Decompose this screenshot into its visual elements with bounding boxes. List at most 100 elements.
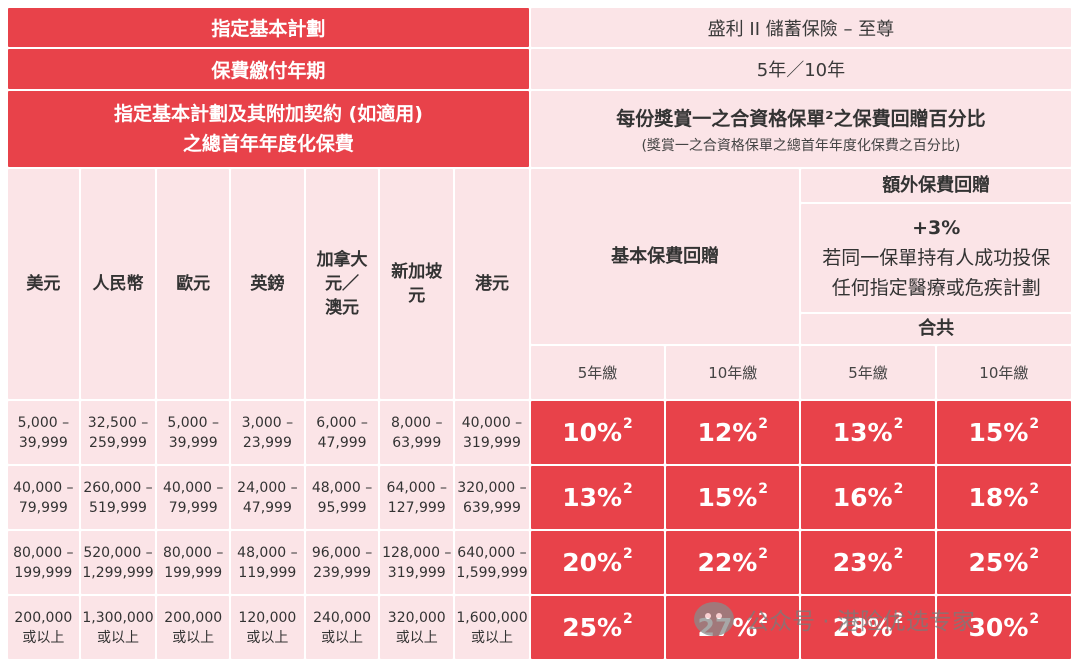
range-cell: 320,000 – 639,999 <box>455 466 529 529</box>
range-cell: 240,000 或以上 <box>305 596 379 659</box>
footnote-marker: 2 <box>758 480 769 497</box>
footnote-marker: 2 <box>623 545 633 562</box>
table-row: 40,000 – 79,999 260,000 – 519,999 40,000… <box>8 466 1071 529</box>
rate-value: 13% <box>832 418 893 447</box>
rate-value: 15% <box>697 483 758 512</box>
range-cell: 640,000 – 1,599,999 <box>455 531 529 594</box>
rate-cell: 25%2 <box>530 596 665 659</box>
footnote-marker: 2 <box>623 610 633 627</box>
table-row: 200,000 或以上 1,300,000 或以上 200,000 或以上 12… <box>8 596 1071 659</box>
wechat-icon <box>694 602 734 636</box>
year-label-total-10: 10年繳 <box>936 346 1071 399</box>
rebate-title: 每份獎賞一之合資格保單²之保費回贈百分比 <box>616 107 986 130</box>
footnote-marker: 2 <box>1029 415 1040 432</box>
premium-label: 指定基本計劃及其附加契約 (如適用) 之總首年年度化保費 <box>8 91 529 167</box>
range-cell: 1,300,000 或以上 <box>80 596 156 659</box>
range-cell: 260,000 – 519,999 <box>80 466 156 529</box>
rate-value: 25% <box>562 613 623 642</box>
currency-cad-aud: 加拿大 元／ 澳元 <box>305 169 379 399</box>
rate-value: 25% <box>968 548 1029 577</box>
rate-cell: 15%2 <box>936 401 1071 464</box>
rate-cell: 16%2 <box>801 466 935 529</box>
rate-cell: 15%2 <box>666 466 800 529</box>
range-cell: 96,000 – 239,999 <box>305 531 379 594</box>
rate-value: 15% <box>968 418 1029 447</box>
range-cell: 5,000 – 39,999 <box>8 401 79 464</box>
rate-value: 13% <box>562 483 623 512</box>
rebate-title-cell: 每份獎賞一之合資格保單²之保費回贈百分比 (獎賞一之合資格保單之總首年年度化保費… <box>530 91 1071 167</box>
rate-cell: 20%2 <box>530 531 665 594</box>
range-cell: 80,000 – 199,999 <box>8 531 79 594</box>
basic-rebate-header: 基本保費回贈 <box>530 169 800 344</box>
rate-cell: 10%2 <box>530 401 665 464</box>
range-cell: 520,000 – 1,299,999 <box>80 531 156 594</box>
range-cell: 1,600,000 或以上 <box>455 596 529 659</box>
extra-rebate-header: 額外保費回贈 <box>801 169 1071 202</box>
footnote-marker: 2 <box>623 480 633 497</box>
range-cell: 8,000 – 63,999 <box>380 401 454 464</box>
range-cell: 6,000 – 47,999 <box>305 401 379 464</box>
premium-label-line1: 指定基本計劃及其附加契約 (如適用) <box>113 103 423 125</box>
currency-hkd: 港元 <box>455 169 529 399</box>
footnote-marker: 2 <box>623 415 633 432</box>
footnote-marker: 2 <box>893 610 904 627</box>
range-cell: 24,000 – 47,999 <box>231 466 304 529</box>
range-cell: 320,000 或以上 <box>380 596 454 659</box>
range-cell: 5,000 – 39,999 <box>157 401 230 464</box>
rate-value: 18% <box>968 483 1029 512</box>
term-label: 保費繳付年期 <box>8 49 529 89</box>
footnote-marker: 2 <box>1029 610 1040 627</box>
footnote-marker: 2 <box>893 545 904 562</box>
rate-value: 23% <box>832 548 893 577</box>
rate-value: 16% <box>832 483 893 512</box>
footnote-marker: 2 <box>1029 480 1040 497</box>
currency-usd: 美元 <box>8 169 79 399</box>
rate-value: 20% <box>562 548 623 577</box>
range-cell: 120,000 或以上 <box>231 596 304 659</box>
rate-cell: 23%2 <box>801 531 935 594</box>
rate-value: 30% <box>968 613 1029 642</box>
currency-sgd: 新加坡 元 <box>380 169 454 399</box>
plan-value: 盛利 II 儲蓄保險 – 至尊 <box>530 8 1071 47</box>
extra-rebate-desc-line2: 任何指定醫療或危疾計劃 <box>831 277 1041 299</box>
footnote-marker: 2 <box>893 415 904 432</box>
range-cell: 80,000 – 199,999 <box>157 531 230 594</box>
rate-cell: 27%2 <box>666 596 800 659</box>
plan-label: 指定基本計劃 <box>8 8 529 47</box>
footnote-marker: 2 <box>893 480 904 497</box>
footnote-marker: 2 <box>758 415 769 432</box>
rate-value: 10% <box>562 418 623 447</box>
table-row: 5,000 – 39,999 32,500 – 259,999 5,000 – … <box>8 401 1071 464</box>
range-cell: 40,000 – 79,999 <box>8 466 79 529</box>
year-label-basic-5: 5年繳 <box>530 346 665 399</box>
total-header: 合共 <box>801 314 1071 344</box>
currency-gbp: 英鎊 <box>231 169 304 399</box>
rate-value: 12% <box>697 418 758 447</box>
rate-value: 22% <box>697 548 758 577</box>
table-row: 80,000 – 199,999 520,000 – 1,299,999 80,… <box>8 531 1071 594</box>
rebate-subtitle: (獎賞一之合資格保單之總首年年度化保費之百分比) <box>641 137 961 154</box>
rate-cell: 13%2 <box>530 466 665 529</box>
rate-cell: 18%2 <box>936 466 1071 529</box>
rate-cell: 25%2 <box>936 531 1071 594</box>
range-cell: 64,000 – 127,999 <box>380 466 454 529</box>
range-cell: 3,000 – 23,999 <box>231 401 304 464</box>
range-cell: 48,000 – 95,999 <box>305 466 379 529</box>
currency-eur: 歐元 <box>157 169 230 399</box>
footnote-marker: 2 <box>758 610 769 627</box>
extra-rebate-desc-line1: 若同一保單持有人成功投保 <box>822 247 1051 269</box>
range-cell: 128,000 – 319,999 <box>380 531 454 594</box>
range-cell: 32,500 – 259,999 <box>80 401 156 464</box>
footnote-marker: 2 <box>758 545 769 562</box>
year-label-total-5: 5年繳 <box>801 346 935 399</box>
watermark-text: 公众号 · 港险优选专家 <box>746 609 975 635</box>
currency-rmb: 人民幣 <box>80 169 156 399</box>
rate-cell: 12%2 <box>666 401 800 464</box>
range-cell: 40,000 – 319,999 <box>455 401 529 464</box>
range-cell: 200,000 或以上 <box>157 596 230 659</box>
range-cell: 48,000 – 119,999 <box>231 531 304 594</box>
range-cell: 200,000 或以上 <box>8 596 79 659</box>
footnote-marker: 2 <box>1029 545 1040 562</box>
rate-cell: 28%2 <box>801 596 935 659</box>
